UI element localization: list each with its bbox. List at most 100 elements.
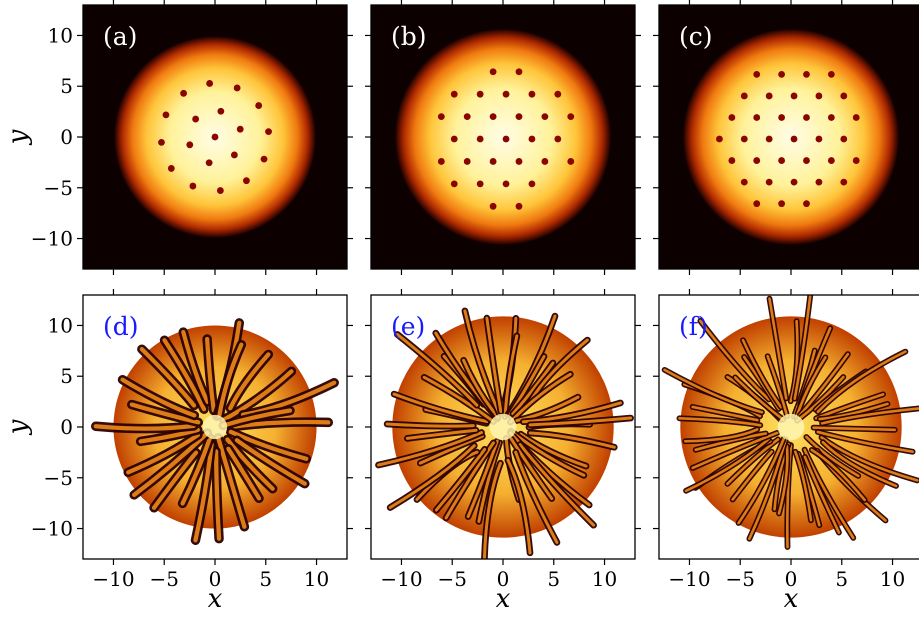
vortex-core — [463, 158, 471, 165]
vortex-core — [753, 114, 761, 121]
phase-center — [202, 414, 228, 440]
vortex-core — [778, 71, 786, 78]
vortex-core — [167, 165, 175, 172]
vortex-core — [437, 113, 445, 121]
x-axis-label: x — [208, 584, 223, 614]
y-tick-label: 0 — [60, 125, 73, 149]
vortex-core — [778, 114, 786, 121]
vortex-core — [728, 114, 736, 121]
vortex-core — [815, 92, 823, 100]
panel-f-image — [659, 295, 919, 559]
x-tick-label: 5 — [547, 567, 560, 591]
vortex-core — [502, 90, 510, 98]
vortex-core — [502, 135, 510, 143]
vortex-core — [840, 92, 848, 100]
vortex-core — [236, 125, 244, 133]
vortex-core — [790, 135, 798, 143]
vortex-core — [753, 71, 761, 78]
vortex-core — [211, 133, 219, 141]
vortex-core — [255, 102, 263, 109]
vortex-core — [740, 135, 748, 143]
phase-stripes — [91, 318, 339, 545]
x-tick-label: −10 — [92, 567, 134, 591]
panel-label-a: (a) — [103, 22, 137, 51]
phase-stripes — [661, 295, 919, 550]
x-tick-label: 10 — [592, 567, 617, 591]
vortex-core — [790, 178, 798, 186]
x-tick-label: 10 — [304, 567, 329, 591]
vortex-core — [554, 90, 562, 98]
x-axis-label: x — [784, 584, 799, 614]
vortex-core — [840, 178, 848, 186]
vortex-core — [206, 80, 214, 87]
vortex-core — [489, 202, 497, 210]
panel-d: (d) 10 5 0 −5 −10 y −10 −5 0 5 10 x — [3, 289, 353, 614]
vortex-core — [740, 92, 748, 100]
y-tick-label: 10 — [48, 23, 73, 47]
vortex-core — [827, 114, 835, 121]
panel-b: (b) — [365, 0, 641, 275]
vortex-core — [216, 187, 224, 194]
panel-c: (c) — [653, 0, 919, 275]
vortex-core — [450, 90, 458, 98]
vortex-core — [815, 135, 823, 143]
y-axis-label: y — [3, 419, 33, 435]
vortex-core — [476, 90, 484, 98]
vortex-core — [541, 158, 549, 165]
vortex-core — [753, 200, 761, 208]
vortex-core — [502, 180, 510, 188]
vortex-core — [437, 158, 445, 165]
vortex-core — [180, 89, 187, 97]
panel-f: (f) −10 −5 0 5 10 x — [653, 289, 919, 614]
phase-stripes — [375, 307, 634, 559]
vortex-core — [450, 135, 458, 143]
vortex-core — [528, 180, 536, 188]
vortex-core — [778, 157, 786, 164]
x-tick-label: 0 — [785, 567, 798, 591]
vortex-core — [852, 157, 860, 164]
vortex-core — [515, 158, 523, 165]
vortex-core — [765, 92, 773, 100]
panel-label-c: (c) — [679, 22, 713, 51]
vortex-core — [778, 200, 786, 208]
vortex-core — [233, 84, 241, 92]
vortex-core — [716, 135, 723, 143]
vortex-core — [541, 113, 549, 121]
panel-c-image — [659, 5, 919, 269]
y-axis-label: y — [3, 129, 33, 145]
vortex-core — [728, 157, 736, 164]
panel-b-image — [371, 5, 635, 269]
y-tick-label: −5 — [44, 466, 73, 490]
vortex-core — [205, 159, 213, 167]
vortex-core — [827, 71, 835, 78]
vortex-core — [827, 157, 835, 164]
vortex-core — [815, 178, 823, 186]
vortex-core — [186, 141, 194, 149]
vortex-core — [740, 178, 748, 186]
vortex-core — [753, 157, 761, 164]
x-tick-label: 0 — [497, 567, 510, 591]
condensate-cloud — [683, 29, 899, 245]
vortex-core — [852, 114, 860, 121]
x-tick-label: 5 — [835, 567, 848, 591]
vortex-core — [803, 71, 810, 78]
y-tick-label: 5 — [60, 74, 73, 98]
vortex-core — [803, 200, 810, 208]
vortex-core — [489, 158, 497, 165]
x-tick-label: −5 — [437, 567, 466, 591]
y-tick-label: 0 — [60, 415, 73, 439]
vortex-core — [476, 180, 484, 188]
panel-label-b: (b) — [391, 22, 427, 51]
vortex-core — [476, 135, 484, 143]
y-tick-label: 5 — [60, 364, 73, 388]
panel-label-d: (d) — [103, 312, 139, 341]
y-tick-label: −10 — [31, 227, 73, 251]
x-tick-label: 0 — [209, 567, 222, 591]
vortex-core — [489, 68, 497, 76]
vortex-core — [450, 180, 458, 188]
vortex-core — [528, 135, 536, 143]
y-tick-label: −10 — [31, 517, 73, 541]
vortex-core — [162, 111, 170, 119]
vortex-core — [243, 177, 250, 185]
